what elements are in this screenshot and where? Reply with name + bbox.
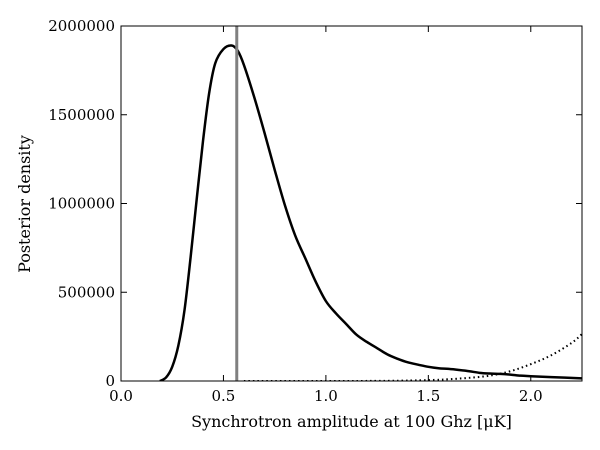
x-axis-label: Synchrotron amplitude at 100 Ghz [μK] bbox=[191, 412, 512, 431]
ticks-layer: 0.0 0.5 1.0 1.5 2.0 0 500000 1000000 1500000 2000… bbox=[48, 17, 582, 405]
x-tick-label: 0.0 bbox=[109, 387, 133, 405]
y-tick-label: 0 bbox=[105, 372, 115, 390]
y-tick-label: 500000 bbox=[58, 283, 115, 301]
y-axis-label: Posterior density bbox=[15, 135, 34, 273]
y-tick-label: 1500000 bbox=[48, 106, 115, 124]
series-line-dotted bbox=[243, 333, 582, 381]
x-tick-label: 1.0 bbox=[314, 387, 338, 405]
plot-layer bbox=[159, 26, 582, 381]
x-tick-label: 1.5 bbox=[416, 387, 440, 405]
y-tick-label: 1000000 bbox=[48, 195, 115, 213]
x-tick-label: 0.5 bbox=[212, 387, 236, 405]
plot-frame bbox=[120, 25, 583, 382]
x-tick-label: 2.0 bbox=[519, 387, 543, 405]
y-tick-label: 2000000 bbox=[48, 17, 115, 35]
series-line-solid bbox=[159, 44, 582, 381]
